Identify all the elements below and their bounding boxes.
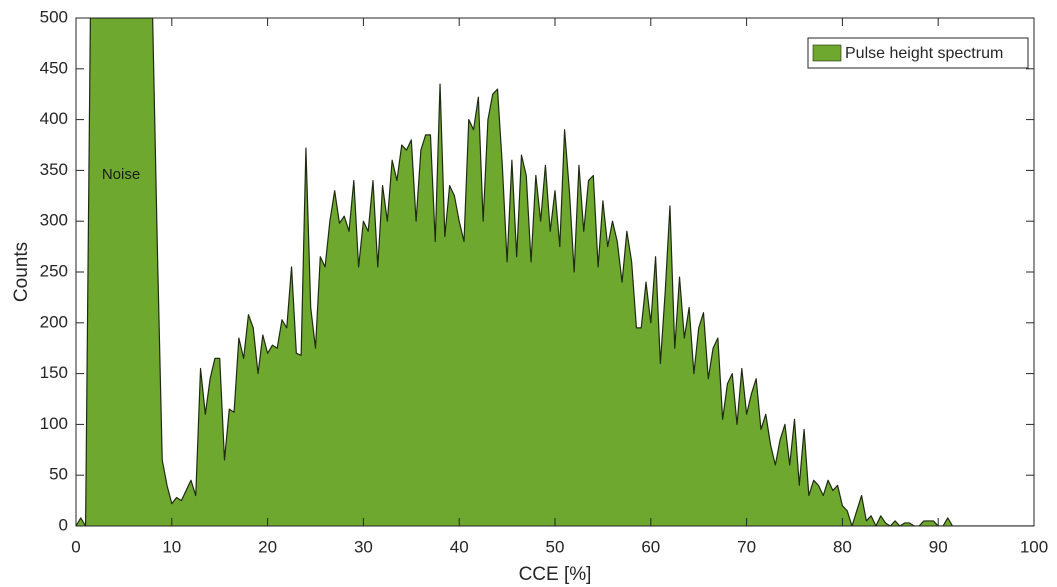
y-axis-title: Counts	[11, 242, 32, 302]
x-tick-label: 50	[546, 537, 565, 556]
y-tick-label: 50	[49, 465, 68, 484]
y-tick-label: 400	[40, 109, 68, 128]
y-tick-label: 300	[40, 211, 68, 230]
x-tick-label: 90	[929, 537, 948, 556]
y-tick-label: 250	[40, 261, 68, 280]
x-tick-label: 70	[737, 537, 756, 556]
y-tick-label: 100	[40, 414, 68, 433]
legend-label: Pulse height spectrum	[845, 45, 1003, 62]
y-tick-label: 350	[40, 160, 68, 179]
annotation: Noise	[102, 166, 140, 183]
y-tick-label: 200	[40, 312, 68, 331]
x-tick-label: 100	[1020, 537, 1048, 556]
area-fill	[76, 18, 1034, 526]
y-tick-label: 0	[59, 515, 68, 534]
x-tick-label: 10	[162, 537, 181, 556]
x-tick-label: 0	[71, 537, 80, 556]
legend-swatch	[812, 44, 842, 62]
x-tick-label: 20	[258, 537, 277, 556]
x-tick-label: 60	[641, 537, 660, 556]
y-tick-label: 450	[40, 58, 68, 77]
legend-box	[807, 37, 1029, 69]
legend: Pulse height spectrum	[807, 37, 1029, 69]
x-tick-label: 80	[833, 537, 852, 556]
area-outline	[76, 18, 1034, 526]
y-tick-label: 500	[40, 7, 68, 26]
x-tick-label: 30	[354, 537, 373, 556]
x-tick-label: 40	[450, 537, 469, 556]
x-axis-title: CCE [%]	[519, 564, 592, 585]
y-tick-label: 150	[40, 363, 68, 382]
